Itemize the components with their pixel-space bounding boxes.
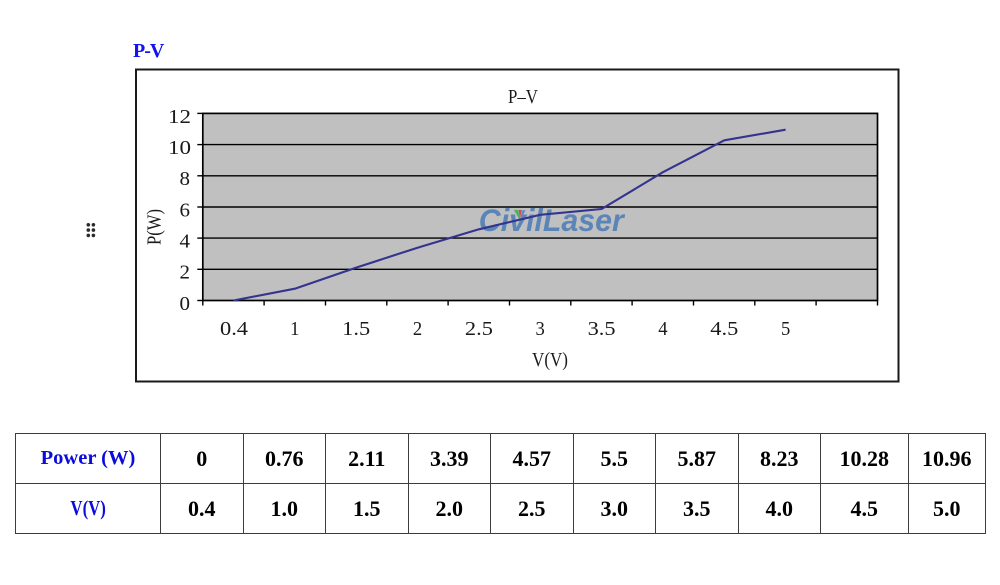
svg-text:4.5: 4.5 bbox=[710, 318, 738, 340]
svg-text:2: 2 bbox=[413, 318, 422, 340]
svg-text:4: 4 bbox=[658, 318, 667, 340]
svg-text:P–V: P–V bbox=[508, 86, 538, 108]
svg-text:1: 1 bbox=[290, 318, 299, 340]
svg-text:0: 0 bbox=[180, 293, 191, 315]
svg-text:1.5: 1.5 bbox=[342, 318, 370, 340]
svg-text:12: 12 bbox=[168, 106, 191, 128]
svg-text:3.5: 3.5 bbox=[588, 318, 616, 340]
svg-text:V(V): V(V) bbox=[532, 349, 568, 371]
svg-text:6: 6 bbox=[180, 199, 191, 221]
svg-text:4: 4 bbox=[180, 231, 191, 253]
svg-text:2.5: 2.5 bbox=[465, 318, 493, 340]
svg-text:8: 8 bbox=[180, 168, 191, 190]
svg-text:0.4: 0.4 bbox=[220, 318, 248, 340]
svg-text:10: 10 bbox=[168, 137, 191, 159]
svg-text:3: 3 bbox=[536, 318, 545, 340]
svg-text:2: 2 bbox=[180, 262, 191, 284]
svg-text:CivilLaser: CivilLaser bbox=[479, 202, 626, 238]
svg-text:P(W): P(W) bbox=[144, 209, 166, 245]
svg-text:5: 5 bbox=[781, 318, 790, 340]
